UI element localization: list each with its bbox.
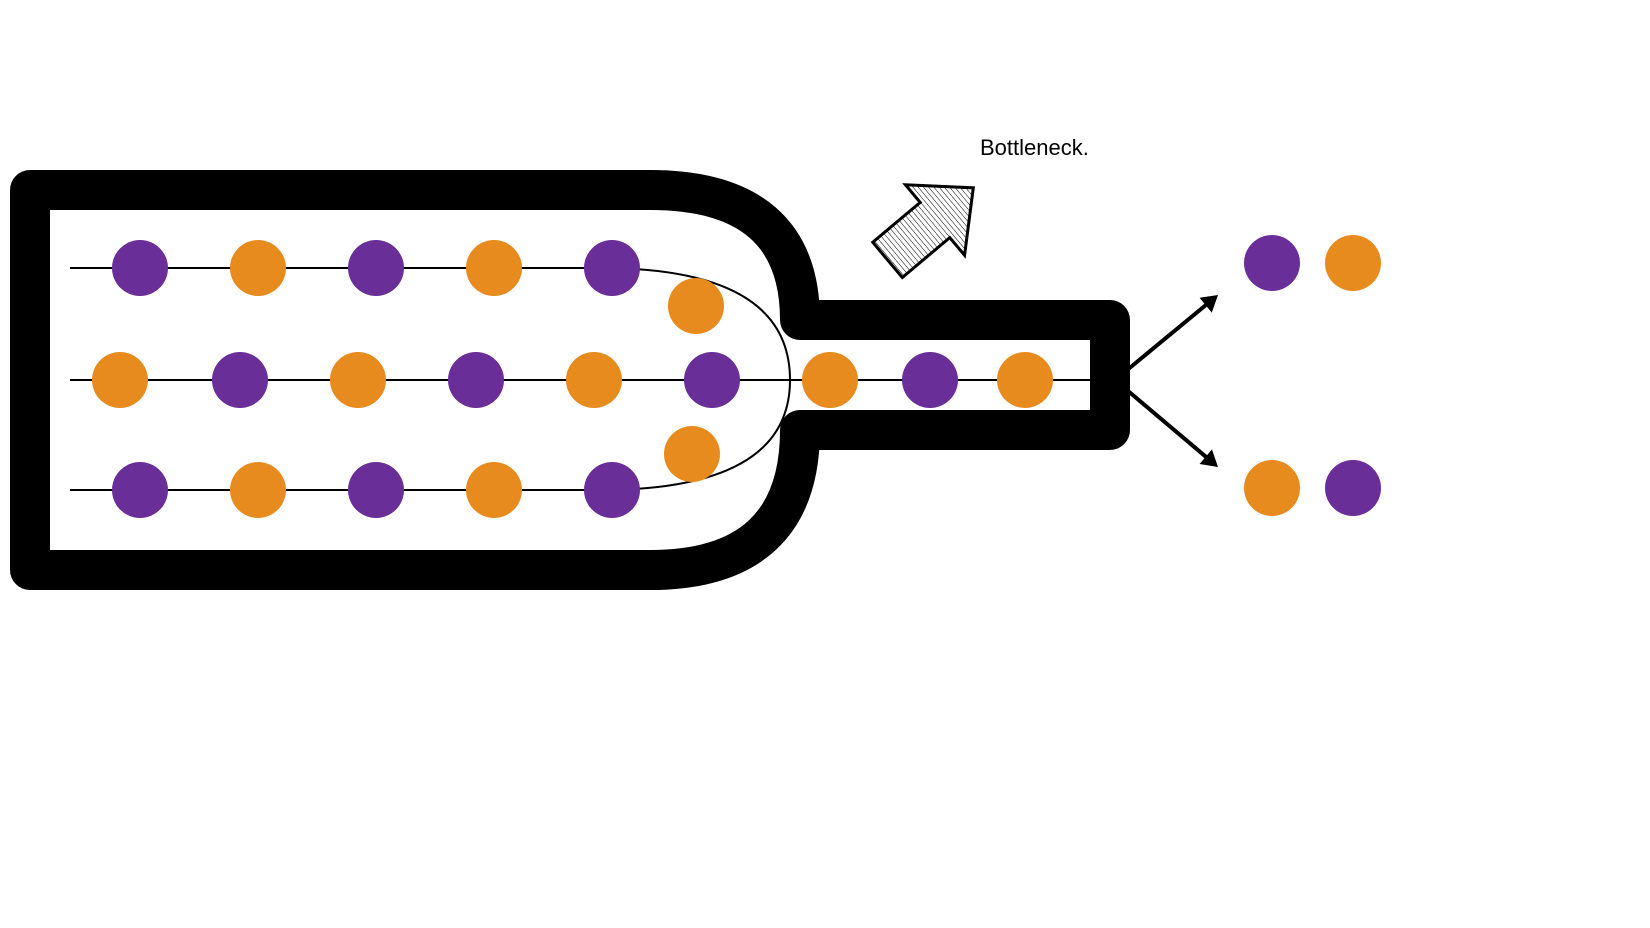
orange-circle — [1244, 460, 1300, 516]
orange-circle — [668, 278, 724, 334]
purple-circle — [902, 352, 958, 408]
orange-circle — [802, 352, 858, 408]
bottleneck-pointer-arrow — [858, 153, 1003, 295]
purple-circle — [212, 352, 268, 408]
orange-circle — [466, 240, 522, 296]
purple-circle — [448, 352, 504, 408]
purple-circle — [1244, 235, 1300, 291]
purple-circle — [1325, 460, 1381, 516]
purple-circle — [684, 352, 740, 408]
purple-circle — [584, 462, 640, 518]
orange-circle — [92, 352, 148, 408]
purple-circle — [112, 240, 168, 296]
orange-circle — [664, 426, 720, 482]
bottleneck-label: Bottleneck. — [980, 135, 1089, 161]
orange-circle — [230, 240, 286, 296]
purple-circle — [584, 240, 640, 296]
circles-outside — [1244, 235, 1381, 516]
purple-circle — [112, 462, 168, 518]
orange-circle — [466, 462, 522, 518]
orange-circle — [566, 352, 622, 408]
orange-circle — [997, 352, 1053, 408]
orange-circle — [230, 462, 286, 518]
orange-circle — [1325, 235, 1381, 291]
orange-circle — [330, 352, 386, 408]
purple-circle — [348, 462, 404, 518]
purple-circle — [348, 240, 404, 296]
bottleneck-diagram — [0, 0, 1650, 928]
